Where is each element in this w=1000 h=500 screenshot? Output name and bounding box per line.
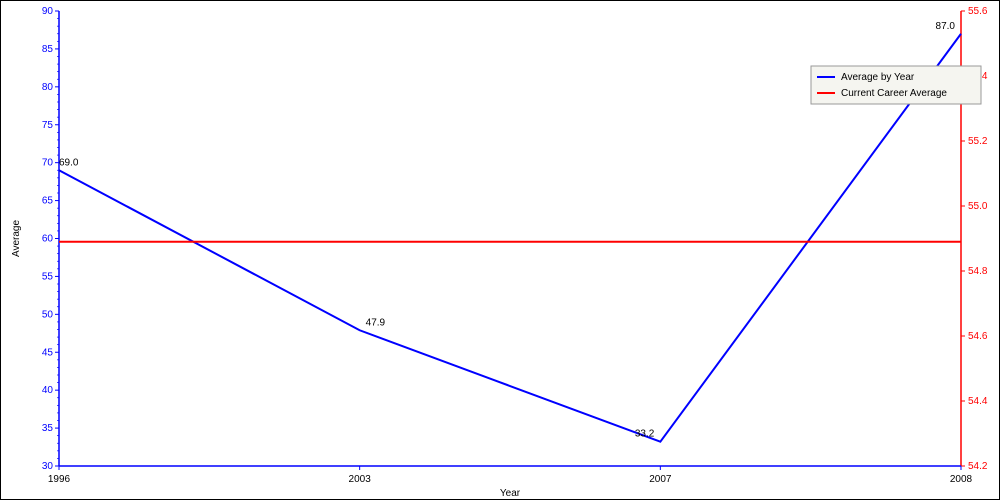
y-left-tick-label: 35: [42, 423, 54, 434]
y-left-tick-label: 90: [42, 6, 54, 17]
y-left-tick-label: 70: [42, 158, 54, 169]
x-axis-label: Year: [500, 488, 521, 499]
y-right-tick-label: 54.6: [968, 331, 988, 342]
x-tick-label: 2008: [950, 474, 973, 485]
y-left-tick-label: 40: [42, 385, 54, 396]
y-left-tick-label: 45: [42, 347, 54, 358]
legend-label: Average by Year: [841, 72, 915, 83]
chart-svg: 30 35 40 45 50 55 60 65 70 75 80 85 90 54.2 54.4 54.6 54…: [1, 1, 999, 499]
x-tick-label: 2003: [349, 474, 372, 485]
y-left-tick-label: 55: [42, 271, 54, 282]
point-label: 69.0: [59, 157, 79, 168]
y-left-tick-label: 80: [42, 82, 54, 93]
y-left-tick-label: 65: [42, 196, 54, 207]
y-right-tick-label: 54.8: [968, 266, 988, 277]
y-left-tick-label: 30: [42, 461, 54, 472]
chart-container: 30 35 40 45 50 55 60 65 70 75 80 85 90 54.2 54.4 54.6 54…: [0, 0, 1000, 500]
legend-label: Current Career Average: [841, 88, 947, 99]
point-label: 47.9: [366, 317, 386, 328]
y-right-tick-label: 55.0: [968, 201, 988, 212]
y-right-tick-label: 54.4: [968, 396, 988, 407]
y-right-tick-label: 55.6: [968, 6, 988, 17]
y-left-tick-label: 85: [42, 44, 54, 55]
point-label: 33.2: [635, 429, 655, 440]
y-right-tick-label: 55.2: [968, 136, 988, 147]
y-axis-label: Average: [11, 220, 22, 258]
point-label: 87.0: [936, 21, 956, 32]
y-left-tick-label: 50: [42, 309, 54, 320]
x-tick-label: 2007: [649, 474, 672, 485]
x-tick-label: 1996: [48, 474, 71, 485]
y-left-tick-label: 60: [42, 234, 54, 245]
y-right-tick-label: 54.2: [968, 461, 988, 472]
y-left-tick-label: 75: [42, 120, 54, 131]
